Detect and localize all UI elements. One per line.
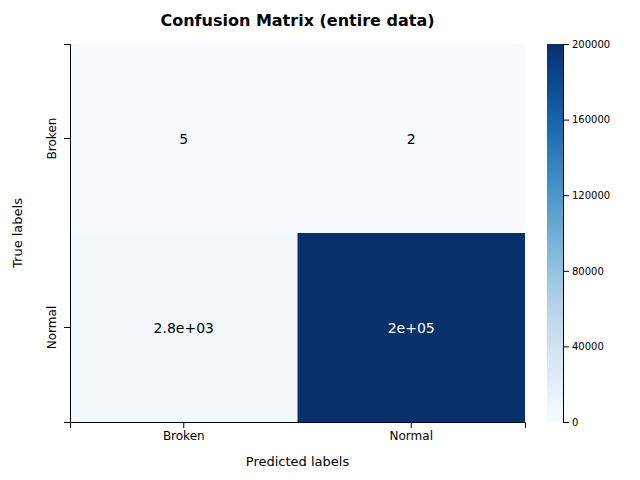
colorbar-tick: 0 (563, 417, 578, 428)
data-label: 2e+05 (388, 320, 435, 336)
colorbar-tick: 120000 (563, 190, 610, 201)
x-tick: Broken (163, 422, 205, 443)
x-tick: Normal (390, 422, 433, 443)
chart-title: Confusion Matrix (entire data) (160, 11, 434, 30)
colorbar-tick: 40000 (563, 341, 604, 352)
colorbar-gradient (547, 44, 563, 422)
x-axis-line (71, 423, 526, 429)
colorbar-tick-mark (563, 271, 569, 272)
chart-svg: 5 2 2.8e+03 2e+05 Broken Normal Broken Normal Pr… (0, 0, 640, 480)
colorbar-tick-label: 40000 (572, 341, 604, 352)
data-label: 2.8e+03 (154, 320, 214, 336)
colorbar-tick-mark (563, 346, 569, 347)
colorbar-tick-label: 200000 (572, 39, 610, 50)
colorbar-tick-label: 160000 (572, 114, 610, 125)
colorbar-tick-mark (563, 422, 569, 423)
colorbar-tick: 200000 (563, 39, 610, 50)
cell (70, 44, 298, 233)
y-tick: Broken (45, 118, 70, 160)
colorbar-tick: 160000 (563, 114, 610, 125)
y-axis: Broken Normal (45, 45, 71, 423)
x-tick-label: Broken (163, 429, 205, 443)
colorbar-axis-line (564, 45, 570, 423)
y-tick-label: Broken (45, 118, 59, 160)
y-axis-title: True labels (10, 198, 25, 269)
colorbar-tick-label: 120000 (572, 190, 610, 201)
cell (298, 233, 526, 422)
colorbar-tick-label: 0 (572, 417, 578, 428)
y-tick-mark (64, 327, 70, 328)
colorbar-tick-label: 80000 (572, 266, 604, 277)
chart-container: 5 2 2.8e+03 2e+05 Broken Normal Broken Normal Pr… (0, 0, 640, 480)
colorbar-tick-mark (563, 44, 569, 45)
colorbar-tick-mark (563, 195, 569, 196)
cell (298, 44, 526, 233)
cell-labels: 5 2 2.8e+03 2e+05 (154, 131, 435, 336)
y-tick-mark (64, 138, 70, 139)
cell (70, 233, 298, 422)
data-label: 5 (179, 131, 188, 147)
data-label: 2 (407, 131, 416, 147)
x-axis: Broken Normal (71, 422, 526, 443)
y-tick-label: Normal (45, 306, 59, 349)
cells (70, 44, 525, 422)
x-tick-mark (411, 422, 412, 428)
y-tick: Normal (45, 306, 70, 349)
colorbar-axis: 0 40000 80000 120000 160000 200000 (563, 39, 610, 428)
y-axis-line (64, 45, 71, 423)
colorbar-tick-mark (563, 120, 569, 121)
x-tick-label: Normal (390, 429, 433, 443)
colorbar: 0 40000 80000 120000 160000 200000 (547, 39, 610, 428)
x-axis-title: Predicted labels (246, 454, 350, 469)
plot-area: 5 2 2.8e+03 2e+05 Broken Normal Broken Normal (45, 44, 526, 443)
x-tick-mark (183, 422, 184, 428)
colorbar-tick: 80000 (563, 266, 604, 277)
